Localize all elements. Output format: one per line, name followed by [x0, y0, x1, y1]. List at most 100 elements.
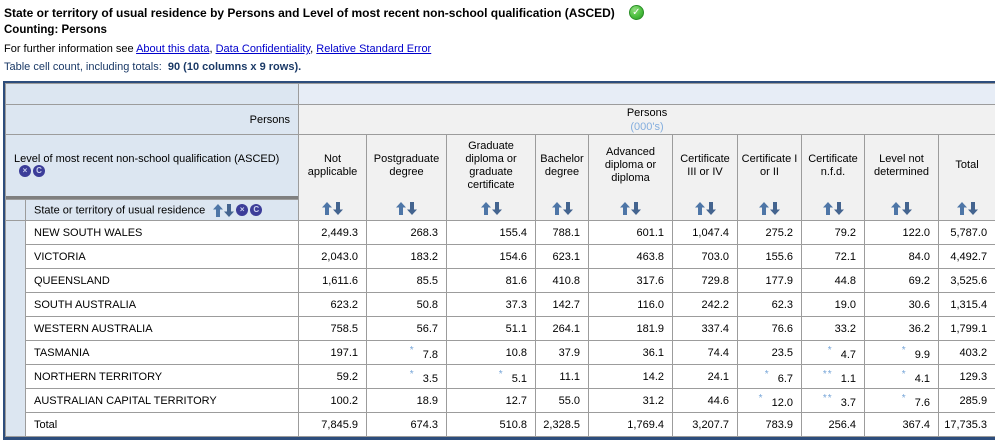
link-relative-standard-error[interactable]: Relative Standard Error	[316, 43, 431, 55]
data-cell: 76.6	[738, 317, 802, 341]
sort-arrows[interactable]	[213, 204, 234, 217]
data-cell: 44.8	[802, 269, 865, 293]
sort-descending-icon[interactable]	[224, 204, 234, 217]
sort-arrows[interactable]	[620, 202, 641, 215]
link-about-this-data[interactable]: About this data	[136, 43, 209, 55]
data-cell: 2,043.0	[299, 245, 367, 269]
sort-descending-icon[interactable]	[563, 202, 573, 215]
sort-ascending-icon[interactable]	[552, 202, 562, 215]
data-cell: 1,315.4	[939, 293, 995, 317]
column-sort-area	[447, 196, 535, 220]
column-header-label: Bachelor degree	[536, 135, 588, 196]
sort-ascending-icon[interactable]	[213, 204, 223, 217]
data-table: Persons Persons (000's) Level of most re…	[5, 83, 995, 437]
data-cell: 1,799.1	[939, 317, 995, 341]
data-cell: 367.4	[865, 413, 939, 437]
sort-ascending-icon[interactable]	[322, 202, 332, 215]
sort-arrows[interactable]	[695, 202, 716, 215]
rotate-icon[interactable]: C	[250, 204, 262, 216]
sort-ascending-icon[interactable]	[620, 202, 630, 215]
measure-header: Persons (000's)	[299, 105, 995, 135]
column-header: Total	[939, 135, 995, 221]
data-cell: 84.0	[865, 245, 939, 269]
sort-ascending-icon[interactable]	[891, 202, 901, 215]
row-header: Total	[26, 413, 299, 437]
sort-arrows[interactable]	[481, 202, 502, 215]
row-dimension-label: State or territory of usual residence	[34, 204, 205, 216]
rse-flag: *	[410, 345, 415, 356]
row-header: TASMANIA	[26, 341, 299, 365]
data-cell: 37.3	[447, 293, 536, 317]
data-cell: 74.4	[673, 341, 738, 365]
sort-ascending-icon[interactable]	[759, 202, 769, 215]
sort-arrows[interactable]	[823, 202, 844, 215]
cell-value: 154.6	[499, 251, 527, 263]
hide-icon[interactable]: ×	[236, 204, 248, 216]
column-header-inner: Certificate III or IV	[673, 135, 737, 220]
data-cell: 30.6	[865, 293, 939, 317]
data-cell: 81.6	[447, 269, 536, 293]
cell-value: 62.3	[772, 299, 793, 311]
row-group-gutter	[6, 221, 26, 437]
rotate-icon[interactable]: C	[33, 165, 45, 177]
hide-icon[interactable]: ×	[19, 165, 31, 177]
link-data-confidentiality[interactable]: Data Confidentiality	[216, 43, 311, 55]
cell-value: 9.9	[915, 349, 930, 361]
column-sort-area	[673, 196, 737, 220]
column-header: Graduate diploma or graduate certificate	[447, 135, 536, 221]
sort-ascending-icon[interactable]	[957, 202, 967, 215]
cell-value: 601.1	[636, 227, 664, 239]
data-cell: 33.2	[802, 317, 865, 341]
cell-value: 76.6	[772, 323, 793, 335]
sort-descending-icon[interactable]	[902, 202, 912, 215]
cell-value: 788.1	[552, 227, 580, 239]
data-cell: 19.0	[802, 293, 865, 317]
column-header: Postgraduate degree	[367, 135, 447, 221]
sort-descending-icon[interactable]	[492, 202, 502, 215]
top-band-row	[6, 84, 995, 105]
cell-value: 59.2	[337, 371, 358, 383]
sort-descending-icon[interactable]	[631, 202, 641, 215]
data-cell: 783.9	[738, 413, 802, 437]
sort-arrows[interactable]	[396, 202, 417, 215]
data-cell: 31.2	[589, 389, 673, 413]
sort-ascending-icon[interactable]	[481, 202, 491, 215]
cell-value: 11.1	[559, 371, 580, 383]
data-cell: 44.6	[673, 389, 738, 413]
sort-arrows[interactable]	[957, 202, 978, 215]
sort-arrows[interactable]	[759, 202, 780, 215]
rse-flag: *	[828, 345, 833, 356]
sort-ascending-icon[interactable]	[396, 202, 406, 215]
sort-ascending-icon[interactable]	[823, 202, 833, 215]
sort-descending-icon[interactable]	[770, 202, 780, 215]
sort-arrows[interactable]	[322, 202, 343, 215]
data-cell: 36.1	[589, 341, 673, 365]
column-header-inner: Certificate I or II	[738, 135, 801, 220]
data-cell: 37.9	[536, 341, 589, 365]
sort-arrows[interactable]	[891, 202, 912, 215]
sort-descending-icon[interactable]	[834, 202, 844, 215]
data-cell: 317.6	[589, 269, 673, 293]
sort-descending-icon[interactable]	[333, 202, 343, 215]
column-header-inner: Advanced diploma or diploma	[589, 135, 672, 220]
rse-flag: *	[759, 393, 764, 404]
cell-value: 264.1	[552, 323, 580, 335]
cell-value: 4,492.7	[950, 251, 987, 263]
rse-flag: **	[823, 369, 833, 380]
cell-value: 81.6	[506, 275, 527, 287]
sort-descending-icon[interactable]	[706, 202, 716, 215]
column-header: Certificate I or II	[738, 135, 802, 221]
sort-ascending-icon[interactable]	[695, 202, 705, 215]
sort-descending-icon[interactable]	[968, 202, 978, 215]
cell-value: 142.7	[552, 299, 580, 311]
column-sort-area	[367, 196, 446, 220]
row-gutter	[6, 200, 26, 221]
data-cell: 510.8	[447, 413, 536, 437]
cell-value: 18.9	[417, 395, 438, 407]
sort-arrows[interactable]	[552, 202, 573, 215]
sort-descending-icon[interactable]	[407, 202, 417, 215]
data-cell: 62.3	[738, 293, 802, 317]
data-cell: 337.4	[673, 317, 738, 341]
cell-value: 7,845.9	[321, 419, 358, 431]
column-sort-area	[865, 196, 938, 220]
